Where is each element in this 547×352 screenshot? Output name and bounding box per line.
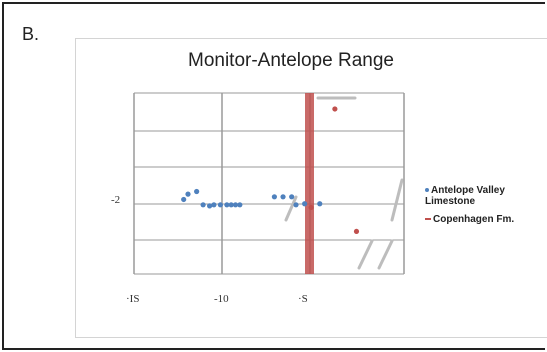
antelope-valley-limestone-point: [211, 202, 217, 208]
y-tick-label: -2: [111, 194, 121, 206]
x-tick-label: ·IS: [126, 293, 140, 305]
faint-artifact-stroke: [377, 239, 394, 270]
chart-title: Monitor-Antelope Range: [188, 50, 394, 71]
antelope-valley-limestone-point: [228, 202, 234, 208]
antelope-valley-limestone-point: [271, 194, 277, 200]
antelope-valley-limestone-point: [181, 196, 187, 203]
legend-marker: [425, 218, 431, 221]
antelope-valley-limestone-point: [200, 202, 206, 208]
faint-artifact-stroke: [284, 195, 298, 222]
x-tick-label: ·S: [298, 293, 308, 305]
antelope-valley-limestone-point: [280, 194, 286, 200]
copenhagen-range-bar: [305, 93, 314, 274]
legend-marker: [425, 188, 429, 193]
panel-label: B.: [22, 24, 40, 44]
antelope-valley-limestone-point: [302, 201, 308, 207]
antelope-valley-limestone-point: [289, 194, 295, 200]
legend-label: Antelope Valley Limestone: [425, 185, 505, 207]
antelope-valley-limestone-point: [232, 202, 239, 208]
faint-artifact-stroke: [357, 239, 374, 270]
antelope-valley-limestone-point: [293, 202, 299, 208]
antelope-valley-limestone-point: [237, 202, 243, 208]
antelope-valley-limestone-point: [194, 188, 200, 195]
antelope-valley-limestone-point: [224, 202, 230, 208]
copenhagen-fm-point: [308, 204, 314, 211]
copenhagen-fm-point: [353, 228, 360, 235]
legend-label: Copenhagen Fm.: [433, 214, 515, 225]
x-tick-label: -10: [214, 293, 229, 305]
antelope-valley-limestone-point: [207, 203, 213, 209]
legend-item: Copenhagen Fm.: [425, 214, 537, 225]
antelope-valley-limestone-point: [185, 191, 191, 197]
copenhagen-fm-point: [332, 106, 338, 112]
antelope-valley-limestone-point: [317, 201, 323, 207]
legend-item: Antelope Valley Limestone: [425, 185, 525, 207]
antelope-valley-limestone-point: [217, 202, 223, 208]
faint-artifact-stroke: [390, 178, 404, 222]
